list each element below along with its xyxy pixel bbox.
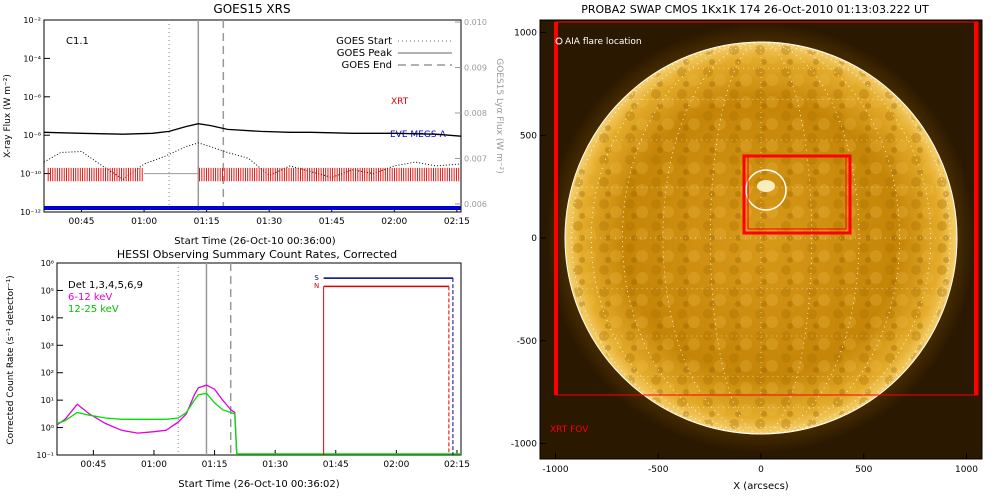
hessi-y-tick-label: 10⁶ bbox=[41, 259, 54, 268]
hessi-y-tick-label: 10⁵ bbox=[41, 286, 54, 295]
hessi-y-tick-label: 10² bbox=[41, 369, 54, 378]
aia-legend-marker bbox=[555, 37, 563, 45]
xrt-observation-ticks bbox=[47, 167, 460, 182]
hessi-y-tick-label: 10¹ bbox=[41, 396, 54, 405]
swap-x-tick-label: 500 bbox=[855, 465, 872, 475]
goes-x-axis-label: Start Time (26-Oct-10 00:36:00) bbox=[174, 236, 335, 247]
goes-y-right-tick-label: 0.006 bbox=[464, 200, 487, 209]
goes-y-axis-right: 0.010 0.009 0.008 0.007 0.006 bbox=[455, 18, 487, 209]
goes-x-tick-label: 00:45 bbox=[69, 217, 95, 227]
goes-legend-peak-label: GOES Peak bbox=[337, 48, 392, 59]
hessi-legend-12-25: 12-25 keV bbox=[68, 304, 119, 315]
xrt-fov-small-inner bbox=[747, 155, 847, 230]
swap-y-tick-label: 500 bbox=[520, 131, 537, 141]
goes-y-tick-label: 10⁻⁶ bbox=[23, 93, 41, 102]
goes-legend: GOES Start GOES Peak GOES End bbox=[336, 36, 452, 71]
swap-x-tick-label: -1000 bbox=[542, 465, 568, 475]
goes-x-tick-label: 01:15 bbox=[194, 217, 220, 227]
goes-panel: GOES15 XRS 00:45 01:00 01:15 01:30 01:45 02:0… bbox=[3, 2, 504, 247]
goes-x-tick-label: 02:15 bbox=[444, 217, 470, 227]
hessi-12-25-series bbox=[57, 392, 238, 455]
hessi-plot-frame bbox=[56, 262, 462, 456]
goes-y-tick-label: 10⁻¹² bbox=[20, 208, 41, 217]
hessi-title: HESSI Observing Summary Count Rates, Cor… bbox=[117, 248, 397, 261]
hessi-y-axis-label: Corrected Count Rate (s⁻¹ detector⁻¹) bbox=[6, 275, 16, 444]
swap-panel: PROBA2 SWAP CMOS 1Kx1K 174 26-Oct-2010 0… bbox=[511, 3, 983, 492]
goes-legend-end-label: GOES End bbox=[342, 60, 392, 71]
goes-x-tick-label: 02:00 bbox=[381, 217, 407, 227]
hessi-legend-6-12: 6-12 keV bbox=[68, 292, 112, 303]
hessi-flags bbox=[323, 277, 454, 455]
goes-y-axis-label-right: GOES15 Lyα Flux (W m⁻²) bbox=[494, 58, 504, 174]
goes-class-label: C1.1 bbox=[66, 36, 89, 47]
swap-x-axis: -1000 -500 0 500 1000 bbox=[542, 453, 978, 475]
goes-y-axis-label-left: X-ray Flux (W m⁻²) bbox=[3, 74, 13, 158]
aia-flare-label: AIA flare location bbox=[565, 37, 642, 47]
hessi-y-axis: 10⁶ 10⁵ 10⁴ 10³ 10² 10¹ 10⁰ 10⁻¹ bbox=[36, 259, 63, 460]
hessi-x-tick-label: 02:00 bbox=[383, 460, 409, 470]
goes-time-markers bbox=[168, 20, 225, 212]
hessi-y-tick-label: 10⁴ bbox=[41, 314, 54, 323]
hessi-legend: Det 1,3,4,5,6,9 6-12 keV 12-25 keV bbox=[68, 280, 143, 315]
swap-y-axis: 1000 500 0 -500 -1000 bbox=[511, 29, 546, 450]
hessi-6-12-series bbox=[57, 384, 238, 455]
hessi-x-tick-label: 01:15 bbox=[202, 460, 228, 470]
hessi-x-tick-label: 01:30 bbox=[262, 460, 288, 470]
hessi-x-tick-label: 00:45 bbox=[80, 460, 106, 470]
goes-y-right-tick-label: 0.008 bbox=[464, 109, 487, 118]
goes-x-tick-label: 01:00 bbox=[131, 217, 157, 227]
swap-y-tick-label: 1000 bbox=[514, 29, 537, 39]
hessi-time-markers bbox=[177, 263, 232, 455]
goes-y-tick-label: 10⁻⁴ bbox=[23, 54, 41, 63]
goes-y-tick-label: 10⁻¹⁰ bbox=[20, 170, 41, 179]
goes-y-tick-label: 10⁻² bbox=[23, 16, 41, 25]
grid-meridian bbox=[662, 41, 860, 435]
swap-x-tick-label: 0 bbox=[758, 465, 764, 475]
hessi-series bbox=[57, 384, 461, 455]
swap-title: PROBA2 SWAP CMOS 1Kx1K 174 26-Oct-2010 0… bbox=[581, 3, 929, 16]
hessi-panel: HESSI Observing Summary Count Rates, Cor… bbox=[6, 248, 470, 490]
goes-title: GOES15 XRS bbox=[213, 2, 290, 16]
goes-eve-label: EVE MEGS-A bbox=[390, 130, 447, 140]
hessi-y-tick-label: 10³ bbox=[41, 341, 54, 350]
swap-y-tick-label: 0 bbox=[531, 234, 537, 244]
hessi-legend-det: Det 1,3,4,5,6,9 bbox=[68, 280, 143, 291]
goes-y-right-tick-label: 0.007 bbox=[464, 155, 487, 164]
goes-xrt-label: XRT bbox=[391, 97, 409, 107]
hessi-y-tick-label: 10⁻¹ bbox=[36, 451, 54, 460]
hessi-x-tick-label: 02:15 bbox=[444, 460, 470, 470]
swap-x-tick-label: -500 bbox=[648, 465, 669, 475]
hessi-x-tick-label: 01:00 bbox=[141, 460, 167, 470]
hessi-x-axis-label: Start Time (26-Oct-10 00:36:02) bbox=[178, 479, 339, 490]
goes-x-tick-label: 01:30 bbox=[256, 217, 282, 227]
hessi-flag-n-label: N bbox=[314, 282, 319, 290]
hessi-x-tick-label: 01:45 bbox=[323, 460, 349, 470]
swap-y-tick-label: -1000 bbox=[511, 440, 537, 450]
hessi-y-tick-label: 10⁰ bbox=[41, 424, 54, 433]
swap-y-tick-label: -500 bbox=[517, 337, 538, 347]
goes-plot-frame bbox=[43, 19, 462, 213]
goes-y-tick-label: 10⁻⁸ bbox=[23, 131, 41, 140]
hessi-x-axis: 00:45 01:00 01:15 01:30 01:45 02:00 02:15 bbox=[80, 450, 470, 470]
swap-x-axis-label: X (arcsecs) bbox=[733, 481, 789, 492]
xrt-fov-label: XRT FOV bbox=[550, 425, 589, 435]
aia-flare-circle bbox=[745, 169, 787, 211]
goes-legend-start-label: GOES Start bbox=[336, 36, 392, 47]
goes-y-right-tick-label: 0.009 bbox=[464, 64, 487, 73]
goes-series bbox=[44, 123, 461, 181]
goes-xrt-series bbox=[44, 123, 461, 137]
goes-y-axis-left: 10⁻² 10⁻⁴ 10⁻⁶ 10⁻⁸ 10⁻¹⁰ 10⁻¹² bbox=[20, 16, 50, 217]
swap-x-tick-label: 1000 bbox=[955, 465, 978, 475]
hessi-flag-s-label: S bbox=[314, 274, 319, 282]
flare-brightening bbox=[757, 180, 775, 192]
goes-y-right-tick-label: 0.010 bbox=[464, 18, 487, 27]
goes-x-tick-label: 01:45 bbox=[319, 217, 345, 227]
solar-limb bbox=[564, 41, 958, 435]
